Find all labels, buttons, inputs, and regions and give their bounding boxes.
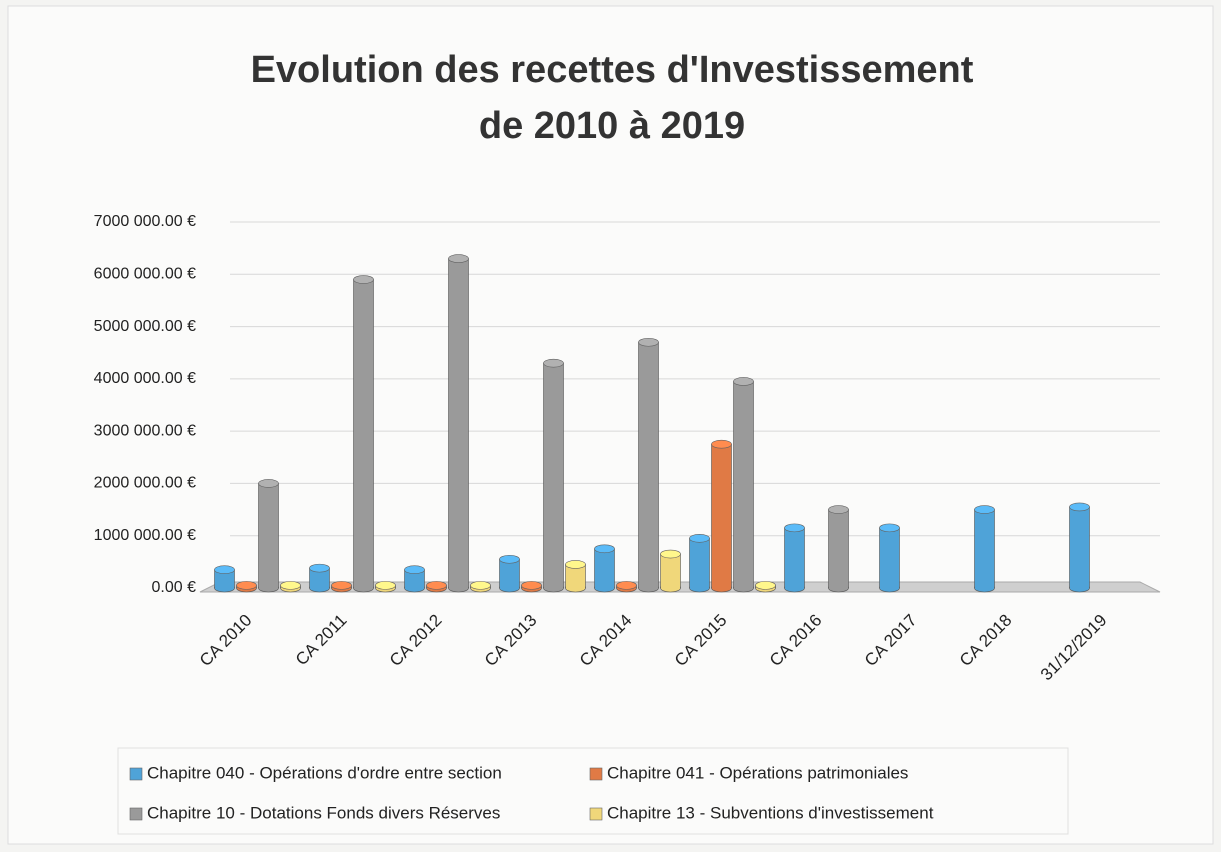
- bar-body: [880, 527, 899, 588]
- bar-top: [353, 275, 374, 284]
- bar-top: [375, 581, 396, 590]
- bar-body: [259, 483, 278, 588]
- bar-top: [426, 581, 447, 590]
- bar-body: [1070, 506, 1089, 588]
- y-tick-label: 0.00 €: [152, 579, 197, 596]
- bar-top: [448, 254, 469, 263]
- bar-body: [690, 538, 709, 588]
- y-tick-label: 3000 000.00 €: [94, 422, 196, 439]
- bar-top: [755, 581, 776, 590]
- bar-body: [500, 559, 519, 588]
- bar-top: [1069, 502, 1090, 512]
- y-tick-label: 7000 000.00 €: [94, 213, 196, 230]
- bar-top: [828, 505, 849, 514]
- bar-top: [594, 544, 615, 554]
- y-tick-label: 4000 000.00 €: [94, 370, 196, 387]
- bar-body: [639, 342, 658, 588]
- bar-top: [784, 523, 805, 533]
- bar-body: [712, 444, 731, 588]
- bar-top: [258, 479, 279, 488]
- bar-top: [689, 534, 710, 543]
- bar-top: [521, 581, 542, 590]
- y-tick-label: 5000 000.00 €: [94, 318, 196, 335]
- bar-body: [734, 381, 753, 588]
- bar-top: [309, 563, 330, 573]
- y-tick-label: 2000 000.00 €: [94, 475, 196, 492]
- legend-swatch: [589, 807, 603, 821]
- bar-body: [829, 509, 848, 588]
- legend-label: Chapitre 13 - Subventions d'investisseme…: [607, 803, 934, 822]
- bar-top: [565, 560, 586, 569]
- bar-top: [879, 523, 900, 533]
- bar-top: [638, 337, 659, 347]
- legend-swatch: [589, 767, 603, 781]
- bar-body: [449, 258, 468, 588]
- legend-label: Chapitre 10 - Dotations Fonds divers Rés…: [147, 803, 500, 822]
- bar-top: [660, 549, 681, 559]
- bar-top: [711, 439, 732, 449]
- bar-body: [405, 569, 424, 588]
- bar-top: [236, 581, 257, 590]
- bar-top: [543, 358, 564, 368]
- legend-label: Chapitre 040 - Opérations d'ordre entre …: [147, 763, 502, 782]
- chart-title: de 2010 à 2019: [479, 105, 745, 147]
- bar-body: [595, 548, 614, 588]
- legend-swatch: [129, 807, 143, 821]
- chart-title: Evolution des recettes d'Investissement: [251, 49, 974, 91]
- bar-body: [215, 569, 234, 588]
- bar-top: [733, 377, 754, 386]
- bar-body: [975, 509, 994, 588]
- bar-top: [616, 581, 637, 590]
- bar-top: [214, 565, 235, 575]
- y-tick-label: 6000 000.00 €: [94, 266, 196, 283]
- bar-body: [661, 554, 680, 588]
- bar-body: [354, 279, 373, 588]
- bar-body: [566, 564, 585, 588]
- bar-top: [280, 581, 301, 590]
- bar-body: [544, 363, 563, 588]
- bar-body: [785, 527, 804, 588]
- bar-top: [331, 581, 352, 590]
- bar-top: [404, 565, 425, 575]
- bar-top: [470, 581, 491, 590]
- chart-background: [7, 5, 1214, 845]
- legend-label: Chapitre 041 - Opérations patrimoniales: [607, 763, 908, 782]
- legend-swatch: [129, 767, 143, 781]
- bar-body: [310, 568, 329, 588]
- bar-top: [499, 554, 520, 564]
- y-tick-label: 1000 000.00 €: [94, 527, 196, 544]
- bar-top: [974, 505, 995, 514]
